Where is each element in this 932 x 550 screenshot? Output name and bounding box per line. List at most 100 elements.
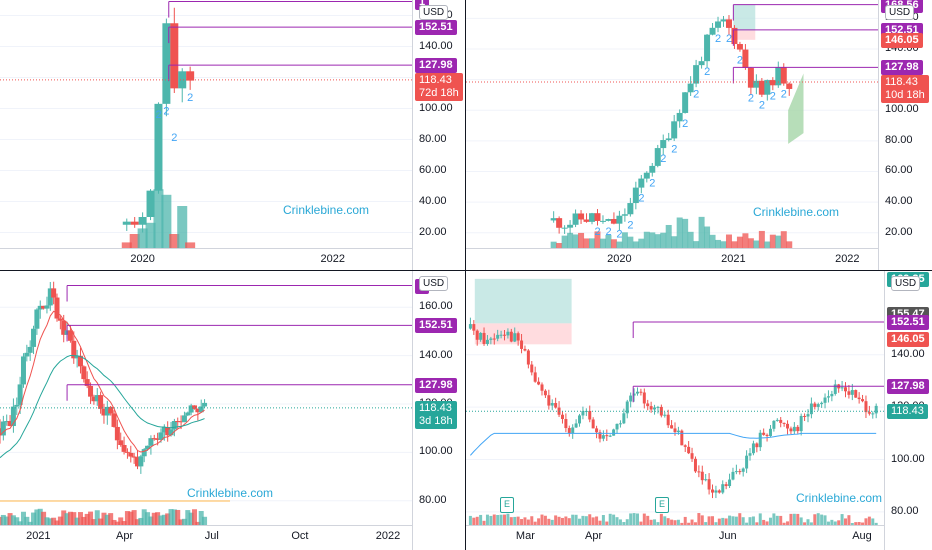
time-axis-weekly[interactable]: 2020 2021 2022 <box>466 248 878 270</box>
chart-plot-monthly[interactable]: 2 222 <box>0 0 412 248</box>
candle-down <box>857 397 861 400</box>
level-price-label: 127.98 <box>887 379 929 395</box>
volume-bar <box>506 513 510 525</box>
ma-line <box>470 432 877 456</box>
candle-down <box>595 428 599 433</box>
volume-bar <box>601 515 605 525</box>
volume-bar <box>0 514 6 525</box>
chart-plot-hourly[interactable] <box>466 271 884 525</box>
candle-up <box>682 92 689 113</box>
volume-bar <box>826 521 830 525</box>
volume-bar <box>10 515 16 525</box>
volume-bar <box>547 518 551 525</box>
candle-up <box>141 449 147 457</box>
candle-down <box>88 385 94 397</box>
volume-bar <box>81 516 87 525</box>
volume-bar <box>612 514 616 525</box>
pattern-mark: 2 <box>171 132 177 144</box>
candle-down <box>547 395 551 406</box>
volume-bar <box>84 513 90 525</box>
watermark-text: Crinklebine.com <box>187 486 274 500</box>
volume-bar <box>111 519 117 525</box>
pattern-mark: 2 <box>671 143 677 155</box>
volume-bar <box>121 521 127 525</box>
candle-up <box>138 456 144 467</box>
volume-bar <box>741 517 745 525</box>
volume-bar <box>168 509 174 525</box>
candle-up <box>616 215 623 224</box>
volume-bar <box>104 514 110 525</box>
candle-up <box>74 355 80 359</box>
price-axis-hourly[interactable]: 80.00100.00120.00140.00169.25155.47152.5… <box>884 271 932 550</box>
price-axis-weekly[interactable]: 20.0040.0060.0080.00100.00120.00140.0016… <box>878 0 932 270</box>
volume-bar <box>861 522 865 525</box>
volume-bar <box>131 510 137 525</box>
candle-down <box>114 426 120 441</box>
pattern-mark: 2 <box>682 118 688 130</box>
candle-up <box>625 401 629 414</box>
volume-bar <box>567 518 571 525</box>
candle-down <box>526 350 530 365</box>
candle-down <box>503 334 506 336</box>
candle-down <box>707 479 711 490</box>
volume-bar <box>137 228 148 248</box>
volume-bar <box>769 234 776 248</box>
time-axis-monthly[interactable]: 2020 2022 <box>0 248 412 270</box>
candle-up <box>833 384 837 394</box>
volume-bar <box>543 515 547 525</box>
volume-bar <box>621 232 628 248</box>
x-tick-label: Mar <box>515 530 535 542</box>
volume-bar <box>20 511 26 525</box>
volume-bar <box>17 521 23 525</box>
chart-panel-hourly[interactable]: 80.00100.00120.00140.00169.25155.47152.5… <box>466 271 932 550</box>
chart-panel-daily[interactable]: 80.00100.00120.00140.00160.001152.51127.… <box>0 271 465 550</box>
x-tick-label: Apr <box>115 530 134 542</box>
volume-bar <box>479 514 483 525</box>
volume-bar <box>792 513 796 525</box>
volume-bar <box>765 521 769 525</box>
volume-bar <box>482 520 486 525</box>
volume-bar <box>616 241 623 248</box>
volume-bar <box>796 513 800 525</box>
time-axis-daily[interactable]: 2021 Apr Jul Oct 2022 <box>0 525 412 550</box>
candle-down <box>782 422 786 424</box>
candle-down <box>747 67 754 88</box>
candle-up <box>748 453 752 456</box>
last-price-label: 118.43 10d 18h <box>881 75 929 103</box>
volume-bar <box>751 516 755 525</box>
volume-bar <box>779 515 783 525</box>
candle-up <box>768 428 772 437</box>
volume-bar <box>489 515 493 525</box>
volume-bar <box>57 516 63 525</box>
candle-up <box>158 432 164 440</box>
candle-up <box>10 406 16 427</box>
candle-down <box>118 440 124 445</box>
pattern-mark: 2 <box>187 92 193 104</box>
pattern-mark: 2 <box>748 93 754 105</box>
currency-badge: USD <box>885 5 915 20</box>
volume-bar <box>610 239 617 248</box>
candle-up <box>24 352 30 357</box>
candle-up <box>629 395 633 402</box>
candle-up <box>122 221 131 225</box>
pattern-mark: 2 <box>660 153 666 165</box>
candle-down <box>742 49 749 68</box>
candle-up <box>608 435 612 437</box>
candle-up <box>162 23 171 104</box>
target-zone <box>733 4 756 31</box>
candle-down <box>155 438 161 440</box>
volume-bar <box>571 514 575 525</box>
target-zone <box>474 278 572 324</box>
candle-down <box>84 379 90 386</box>
price-axis-monthly[interactable]: 20.0040.0060.0080.00100.00120.00140.0016… <box>412 0 465 270</box>
time-axis-hourly[interactable]: Mar Apr Jun Aug <box>466 525 884 550</box>
chart-plot-daily[interactable] <box>0 271 412 525</box>
volume-bar <box>646 515 650 525</box>
volume-bar <box>857 522 861 525</box>
candle-up <box>792 426 796 432</box>
price-axis-daily[interactable]: 80.00100.00120.00140.00160.001152.51127.… <box>412 271 465 550</box>
x-tick-label: 2020 <box>607 253 632 265</box>
